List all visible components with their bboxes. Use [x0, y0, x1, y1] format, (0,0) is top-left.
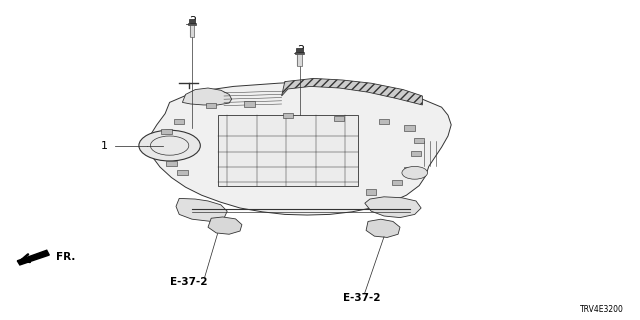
Text: 1: 1: [100, 140, 108, 151]
Text: E-37-2: E-37-2: [170, 277, 207, 287]
FancyBboxPatch shape: [218, 115, 358, 186]
Bar: [296, 48, 303, 52]
Text: TRV4E3200: TRV4E3200: [580, 305, 624, 314]
Bar: [244, 101, 255, 107]
Bar: [411, 151, 421, 156]
Bar: [189, 19, 195, 23]
Bar: [161, 129, 172, 134]
Circle shape: [402, 166, 428, 179]
Bar: [379, 119, 389, 124]
Polygon shape: [182, 88, 232, 105]
Bar: [174, 119, 184, 124]
Bar: [295, 52, 304, 54]
Bar: [392, 180, 402, 185]
Bar: [334, 116, 344, 121]
Polygon shape: [148, 82, 451, 215]
Bar: [189, 25, 195, 37]
Bar: [404, 167, 415, 172]
Text: 2: 2: [189, 16, 196, 26]
Text: FR.: FR.: [56, 252, 76, 262]
Bar: [414, 138, 424, 143]
Polygon shape: [282, 78, 422, 105]
Text: E-37-2: E-37-2: [343, 293, 380, 303]
Bar: [366, 189, 376, 195]
Polygon shape: [176, 198, 227, 221]
Polygon shape: [365, 197, 421, 218]
Bar: [404, 125, 415, 131]
Polygon shape: [366, 219, 400, 237]
Polygon shape: [17, 250, 49, 265]
Bar: [298, 54, 302, 66]
Bar: [166, 161, 177, 166]
Polygon shape: [208, 217, 242, 234]
Text: 2: 2: [298, 44, 305, 55]
Circle shape: [139, 130, 200, 161]
Bar: [177, 170, 188, 175]
Bar: [188, 23, 196, 25]
Bar: [206, 103, 216, 108]
Bar: [283, 113, 293, 118]
